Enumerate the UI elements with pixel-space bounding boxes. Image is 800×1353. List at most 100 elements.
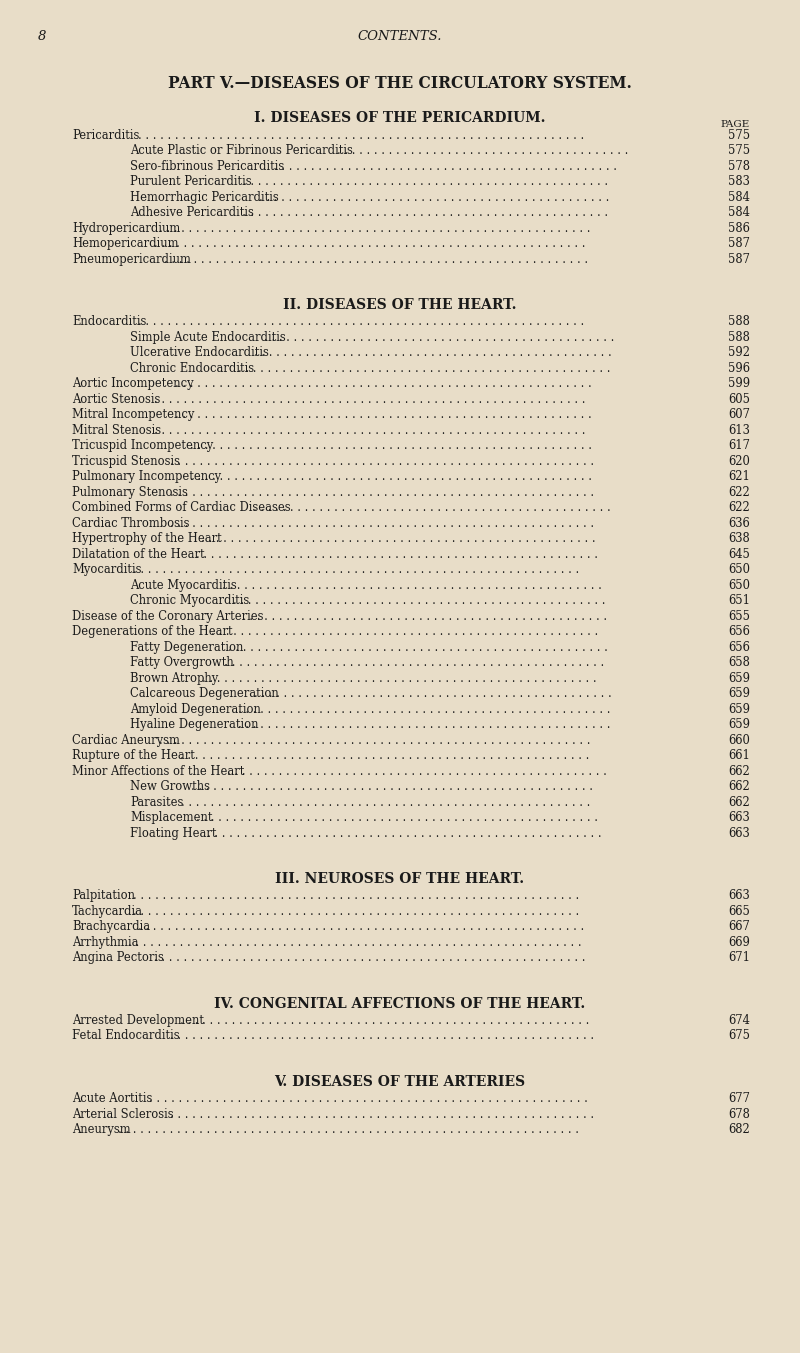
Text: . . . . . . . . . . . . . . . . . . . . . . . . . . . . . . . . . . . . . . . . : . . . . . . . . . . . . . . . . . . . . … xyxy=(253,502,614,514)
Text: 663: 663 xyxy=(728,812,750,824)
Text: . . . . . . . . . . . . . . . . . . . . . . . . . . . . . . . . . . . . . . . . : . . . . . . . . . . . . . . . . . . . . … xyxy=(242,610,611,622)
Text: 662: 662 xyxy=(728,781,750,793)
Text: . . . . . . . . . . . . . . . . . . . . . . . . . . . . . . . . . . . . . . . . : . . . . . . . . . . . . . . . . . . . . … xyxy=(133,563,583,576)
Text: 584: 584 xyxy=(728,191,750,204)
Text: . . . . . . . . . . . . . . . . . . . . . . . . . . . . . . . . . . . . . . . . : . . . . . . . . . . . . . . . . . . . . … xyxy=(202,672,600,685)
Text: . . . . . . . . . . . . . . . . . . . . . . . . . . . . . . . . . . . . . . . . : . . . . . . . . . . . . . . . . . . . . … xyxy=(170,486,598,499)
Text: . . . . . . . . . . . . . . . . . . . . . . . . . . . . . . . . . . . . . . . . : . . . . . . . . . . . . . . . . . . . . … xyxy=(243,176,612,188)
Text: 658: 658 xyxy=(728,656,750,670)
Text: . . . . . . . . . . . . . . . . . . . . . . . . . . . . . . . . . . . . . . . . : . . . . . . . . . . . . . . . . . . . . … xyxy=(170,455,598,468)
Text: . . . . . . . . . . . . . . . . . . . . . . . . . . . . . . . . . . . . . . . . : . . . . . . . . . . . . . . . . . . . . … xyxy=(190,440,596,452)
Text: . . . . . . . . . . . . . . . . . . . . . . . . . . . . . . . . . . . . . . . . : . . . . . . . . . . . . . . . . . . . . … xyxy=(154,392,589,406)
Text: . . . . . . . . . . . . . . . . . . . . . . . . . . . . . . . . . . . . . . . . : . . . . . . . . . . . . . . . . . . . . … xyxy=(254,687,615,701)
Text: . . . . . . . . . . . . . . . . . . . . . . . . . . . . . . . . . . . . . . . . : . . . . . . . . . . . . . . . . . . . . … xyxy=(128,936,586,948)
Text: . . . . . . . . . . . . . . . . . . . . . . . . . . . . . . . . . . . . . . . . : . . . . . . . . . . . . . . . . . . . . … xyxy=(211,625,602,639)
Text: . . . . . . . . . . . . . . . . . . . . . . . . . . . . . . . . . . . . . . . . : . . . . . . . . . . . . . . . . . . . . … xyxy=(138,920,588,934)
Text: 650: 650 xyxy=(728,579,750,591)
Text: 677: 677 xyxy=(728,1092,750,1105)
Text: . . . . . . . . . . . . . . . . . . . . . . . . . . . . . . . . . . . . . . . . : . . . . . . . . . . . . . . . . . . . . … xyxy=(233,594,609,607)
Text: . . . . . . . . . . . . . . . . . . . . . . . . . . . . . . . . . . . . . . . . : . . . . . . . . . . . . . . . . . . . . … xyxy=(222,579,606,591)
Text: Endocarditis: Endocarditis xyxy=(72,315,146,329)
Text: 578: 578 xyxy=(728,160,750,173)
Text: . . . . . . . . . . . . . . . . . . . . . . . . . . . . . . . . . . . . . . . . : . . . . . . . . . . . . . . . . . . . . … xyxy=(138,129,588,142)
Text: Sero-fibrinous Pericarditis: Sero-fibrinous Pericarditis xyxy=(130,160,284,173)
Text: 575: 575 xyxy=(728,129,750,142)
Text: . . . . . . . . . . . . . . . . . . . . . . . . . . . . . . . . . . . . . . . . : . . . . . . . . . . . . . . . . . . . . … xyxy=(218,656,608,670)
Text: 617: 617 xyxy=(728,440,750,452)
Text: Fatty Overgrowth: Fatty Overgrowth xyxy=(130,656,234,670)
Text: Brachycardia: Brachycardia xyxy=(72,920,150,934)
Text: . . . . . . . . . . . . . . . . . . . . . . . . . . . . . . . . . . . . . . . . : . . . . . . . . . . . . . . . . . . . . … xyxy=(238,702,614,716)
Text: 620: 620 xyxy=(728,455,750,468)
Text: . . . . . . . . . . . . . . . . . . . . . . . . . . . . . . . . . . . . . . . . : . . . . . . . . . . . . . . . . . . . . … xyxy=(175,409,595,421)
Text: IV. CONGENITAL AFFECTIONS OF THE HEART.: IV. CONGENITAL AFFECTIONS OF THE HEART. xyxy=(214,997,586,1011)
Text: Tachycardia: Tachycardia xyxy=(72,905,143,917)
Text: 659: 659 xyxy=(728,718,750,732)
Text: 682: 682 xyxy=(728,1123,750,1137)
Text: Acute Plastic or Fibrinous Pericarditis: Acute Plastic or Fibrinous Pericarditis xyxy=(130,145,353,157)
Text: 622: 622 xyxy=(728,502,750,514)
Text: Hemorrhagic Pericarditis: Hemorrhagic Pericarditis xyxy=(130,191,278,204)
Text: . . . . . . . . . . . . . . . . . . . . . . . . . . . . . . . . . . . . . . . . : . . . . . . . . . . . . . . . . . . . . … xyxy=(264,331,618,344)
Text: 656: 656 xyxy=(728,641,750,653)
Text: III. NEUROSES OF THE HEART.: III. NEUROSES OF THE HEART. xyxy=(275,873,525,886)
Text: Hydropericardium: Hydropericardium xyxy=(72,222,180,235)
Text: Arrhythmia: Arrhythmia xyxy=(72,936,138,948)
Text: 584: 584 xyxy=(728,206,750,219)
Text: Pulmonary Incompetency: Pulmonary Incompetency xyxy=(72,471,221,483)
Text: Cardiac Thrombosis: Cardiac Thrombosis xyxy=(72,517,190,530)
Text: 675: 675 xyxy=(728,1030,750,1042)
Text: . . . . . . . . . . . . . . . . . . . . . . . . . . . . . . . . . . . . . . . . : . . . . . . . . . . . . . . . . . . . . … xyxy=(170,517,598,530)
Text: 662: 662 xyxy=(728,796,750,809)
Text: 661: 661 xyxy=(728,750,750,762)
Text: . . . . . . . . . . . . . . . . . . . . . . . . . . . . . . . . . . . . . . . . : . . . . . . . . . . . . . . . . . . . . … xyxy=(238,718,614,732)
Text: 621: 621 xyxy=(728,471,750,483)
Text: . . . . . . . . . . . . . . . . . . . . . . . . . . . . . . . . . . . . . . . . : . . . . . . . . . . . . . . . . . . . . … xyxy=(254,346,615,360)
Text: Arrested Development: Arrested Development xyxy=(72,1013,204,1027)
Text: . . . . . . . . . . . . . . . . . . . . . . . . . . . . . . . . . . . . . . . . : . . . . . . . . . . . . . . . . . . . . … xyxy=(180,1013,593,1027)
Text: 587: 587 xyxy=(728,253,750,265)
Text: . . . . . . . . . . . . . . . . . . . . . . . . . . . . . . . . . . . . . . . . : . . . . . . . . . . . . . . . . . . . . … xyxy=(170,1030,598,1042)
Text: . . . . . . . . . . . . . . . . . . . . . . . . . . . . . . . . . . . . . . . . : . . . . . . . . . . . . . . . . . . . . … xyxy=(227,641,611,653)
Text: 588: 588 xyxy=(728,331,750,344)
Text: . . . . . . . . . . . . . . . . . . . . . . . . . . . . . . . . . . . . . . . . : . . . . . . . . . . . . . . . . . . . . … xyxy=(243,206,612,219)
Text: . . . . . . . . . . . . . . . . . . . . . . . . . . . . . . . . . . . . . . . . : . . . . . . . . . . . . . . . . . . . . … xyxy=(133,905,583,917)
Text: Rupture of the Heart: Rupture of the Heart xyxy=(72,750,195,762)
Text: Aortic Stenosis: Aortic Stenosis xyxy=(72,392,160,406)
Text: 660: 660 xyxy=(728,733,750,747)
Text: . . . . . . . . . . . . . . . . . . . . . . . . . . . . . . . . . . . . . . . . : . . . . . . . . . . . . . . . . . . . . … xyxy=(274,160,621,173)
Text: 587: 587 xyxy=(728,237,750,250)
Text: . . . . . . . . . . . . . . . . . . . . . . . . . . . . . . . . . . . . . . . .: . . . . . . . . . . . . . . . . . . . . … xyxy=(337,145,632,157)
Text: Hyaline Degeneration: Hyaline Degeneration xyxy=(130,718,258,732)
Text: . . . . . . . . . . . . . . . . . . . . . . . . . . . . . . . . . . . . . . . . : . . . . . . . . . . . . . . . . . . . . … xyxy=(159,733,594,747)
Text: . . . . . . . . . . . . . . . . . . . . . . . . . . . . . . . . . . . . . . . . : . . . . . . . . . . . . . . . . . . . . … xyxy=(175,377,595,391)
Text: 659: 659 xyxy=(728,702,750,716)
Text: Purulent Pericarditis: Purulent Pericarditis xyxy=(130,176,252,188)
Text: Floating Heart: Floating Heart xyxy=(130,827,217,840)
Text: 663: 663 xyxy=(728,889,750,902)
Text: 645: 645 xyxy=(728,548,750,561)
Text: 622: 622 xyxy=(728,486,750,499)
Text: Dilatation of the Heart: Dilatation of the Heart xyxy=(72,548,205,561)
Text: . . . . . . . . . . . . . . . . . . . . . . . . . . . . . . . . . . . . . . . . : . . . . . . . . . . . . . . . . . . . . … xyxy=(206,827,605,840)
Text: 674: 674 xyxy=(728,1013,750,1027)
Text: . . . . . . . . . . . . . . . . . . . . . . . . . . . . . . . . . . . . . . . . : . . . . . . . . . . . . . . . . . . . . … xyxy=(238,361,614,375)
Text: 583: 583 xyxy=(728,176,750,188)
Text: Hypertrophy of the Heart: Hypertrophy of the Heart xyxy=(72,532,222,545)
Text: V. DISEASES OF THE ARTERIES: V. DISEASES OF THE ARTERIES xyxy=(274,1076,526,1089)
Text: 665: 665 xyxy=(728,905,750,917)
Text: 605: 605 xyxy=(728,392,750,406)
Text: . . . . . . . . . . . . . . . . . . . . . . . . . . . . . . . . . . . . . . . . : . . . . . . . . . . . . . . . . . . . . … xyxy=(170,1108,598,1120)
Text: . . . . . . . . . . . . . . . . . . . . . . . . . . . . . . . . . . . . . . . . : . . . . . . . . . . . . . . . . . . . . … xyxy=(181,796,594,809)
Text: PAGE: PAGE xyxy=(721,120,750,130)
Text: 659: 659 xyxy=(728,687,750,701)
Text: Aortic Incompetency: Aortic Incompetency xyxy=(72,377,194,391)
Text: Combined Forms of Cardiac Diseases: Combined Forms of Cardiac Diseases xyxy=(72,502,290,514)
Text: Tricuspid Incompetency: Tricuspid Incompetency xyxy=(72,440,214,452)
Text: Pulmonary Stenosis: Pulmonary Stenosis xyxy=(72,486,188,499)
Text: 655: 655 xyxy=(728,610,750,622)
Text: . . . . . . . . . . . . . . . . . . . . . . . . . . . . . . . . . . . . . . . . : . . . . . . . . . . . . . . . . . . . . … xyxy=(190,471,596,483)
Text: 638: 638 xyxy=(728,532,750,545)
Text: II. DISEASES OF THE HEART.: II. DISEASES OF THE HEART. xyxy=(283,298,517,313)
Text: Acute Aortitis: Acute Aortitis xyxy=(72,1092,152,1105)
